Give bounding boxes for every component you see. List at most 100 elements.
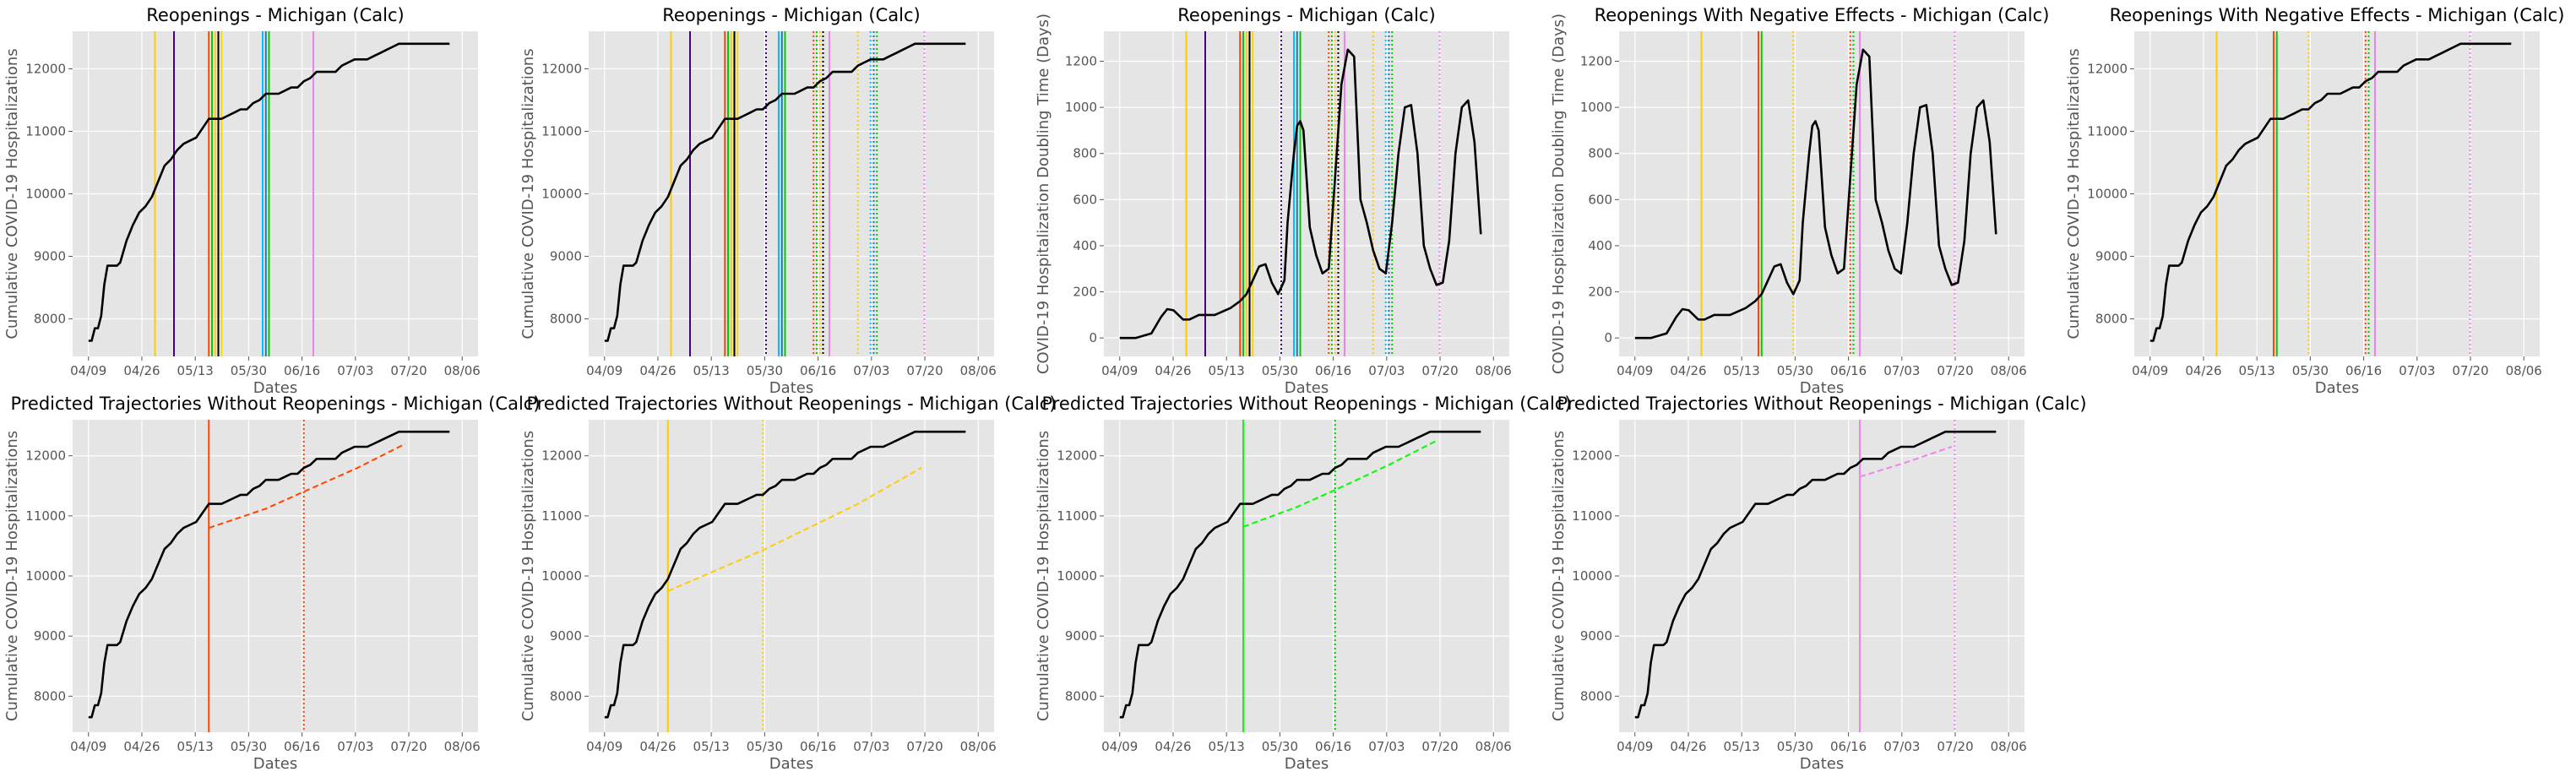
y-tick-label: 9000 [34,628,66,644]
y-tick-label: 9000 [1580,628,1612,644]
y-tick-label: 8000 [1580,688,1612,704]
x-tick-label: 04/09 [70,363,106,378]
y-axis-label: Cumulative COVID-19 Hospitalizations [3,48,21,339]
x-tick-label: 05/30 [747,363,783,378]
y-tick-label: 12000 [1057,448,1097,464]
y-axis-label: Cumulative COVID-19 Hospitalizations [519,48,537,339]
y-tick-label: 800 [1073,146,1097,161]
x-tick-label: 05/13 [1724,739,1760,754]
predicted-trajectory-line [1242,440,1437,528]
x-axis-label: Dates [253,755,297,773]
x-tick-label: 04/26 [1155,739,1191,754]
x-tick-label: 04/09 [1101,739,1138,754]
x-tick-label: 04/09 [1617,363,1653,378]
y-tick-label: 0 [1604,330,1612,345]
x-tick-label: 04/26 [639,363,676,378]
y-tick-label: 11000 [1057,508,1097,524]
x-axis-label: Dates [1800,755,1844,773]
y-tick-label: 8000 [2095,312,2128,327]
y-tick-label: 11000 [541,508,582,524]
x-tick-label: 05/13 [177,363,214,378]
x-tick-label: 04/26 [1155,363,1191,378]
x-tick-label: 07/20 [906,739,943,754]
y-tick-label: 9000 [550,249,582,264]
y-tick-label: 11000 [1572,508,1612,524]
series-line-0 [88,430,450,719]
y-tick-label: 1200 [1580,53,1612,68]
x-tick-label: 06/16 [1315,363,1351,378]
y-axis-label: Cumulative COVID-19 Hospitalizations [3,431,21,721]
y-tick-label: 9000 [2095,249,2128,264]
x-tick-label: 08/06 [960,363,997,378]
series-line-0 [1634,48,1997,340]
x-tick-label: 06/16 [1830,363,1867,378]
x-tick-label: 06/16 [284,739,320,754]
predicted-trajectory-line [208,443,406,530]
y-tick-label: 10000 [541,568,582,584]
y-tick-label: 11000 [25,508,66,524]
x-tick-label: 05/30 [747,739,783,754]
x-tick-label: 08/06 [444,363,481,378]
chart-title: Predicted Trajectories Without Reopening… [1557,394,2086,414]
y-tick-label: 10000 [25,187,66,202]
x-tick-label: 07/03 [1883,363,1920,378]
series-line-0 [604,430,966,719]
y-tick-label: 8000 [34,688,66,704]
y-axis-label: Cumulative COVID-19 Hospitalizations [1035,431,1052,721]
y-tick-label: 400 [1073,238,1097,253]
x-tick-label: 08/06 [444,739,481,754]
x-tick-label: 07/20 [390,363,427,378]
y-tick-label: 12000 [541,448,582,464]
chart-title: Reopenings - Michigan (Calc) [146,5,404,25]
x-axis-label: Dates [1285,379,1329,397]
series-line-0 [88,42,450,342]
x-tick-label: 04/26 [1670,363,1706,378]
x-tick-label: 05/13 [693,363,730,378]
y-tick-label: 9000 [550,628,582,644]
x-tick-label: 08/06 [1991,363,2027,378]
x-tick-label: 04/26 [1670,739,1706,754]
y-tick-label: 200 [1588,285,1612,300]
x-tick-label: 05/13 [1724,363,1760,378]
x-tick-label: 04/26 [639,739,676,754]
x-tick-label: 06/16 [284,363,320,378]
chart-title: Predicted Trajectories Without Reopening… [10,394,540,414]
x-tick-label: 05/13 [1209,363,1245,378]
x-tick-label: 04/09 [586,363,622,378]
x-tick-label: 05/30 [2292,363,2329,378]
y-tick-label: 12000 [25,61,66,76]
x-tick-label: 07/03 [1368,739,1405,754]
x-tick-label: 05/30 [1262,363,1298,378]
x-tick-label: 05/30 [1777,363,1813,378]
x-tick-label: 05/30 [231,363,267,378]
x-tick-label: 06/16 [1830,739,1867,754]
x-tick-label: 06/16 [800,363,836,378]
y-tick-label: 10000 [541,187,582,202]
chart-title: Reopenings - Michigan (Calc) [1177,5,1435,25]
x-tick-label: 05/13 [2239,363,2275,378]
x-tick-label: 07/20 [390,739,427,754]
series-line-0 [1119,48,1482,340]
y-tick-label: 9000 [34,249,66,264]
x-axis-label: Dates [769,755,813,773]
y-tick-label: 10000 [1057,568,1097,584]
series-line-0 [2149,42,2512,342]
x-tick-label: 06/16 [2345,363,2382,378]
x-tick-label: 04/09 [1617,739,1653,754]
y-tick-label: 200 [1073,285,1097,300]
x-tick-label: 04/09 [2132,363,2168,378]
x-tick-label: 04/26 [123,739,160,754]
y-tick-label: 600 [1588,192,1612,207]
chart-title: Reopenings With Negative Effects - Michi… [1595,5,2050,25]
x-tick-label: 07/03 [1368,363,1405,378]
x-tick-label: 06/16 [800,739,836,754]
x-tick-label: 07/20 [2452,363,2488,378]
series-line-0 [1634,430,1997,719]
x-tick-label: 08/06 [1475,739,1512,754]
x-tick-label: 04/09 [586,739,622,754]
x-tick-label: 08/06 [1475,363,1512,378]
x-tick-label: 07/20 [1937,739,1973,754]
predicted-trajectory-line [1859,446,1953,478]
y-axis-label: Cumulative COVID-19 Hospitalizations [519,431,537,721]
